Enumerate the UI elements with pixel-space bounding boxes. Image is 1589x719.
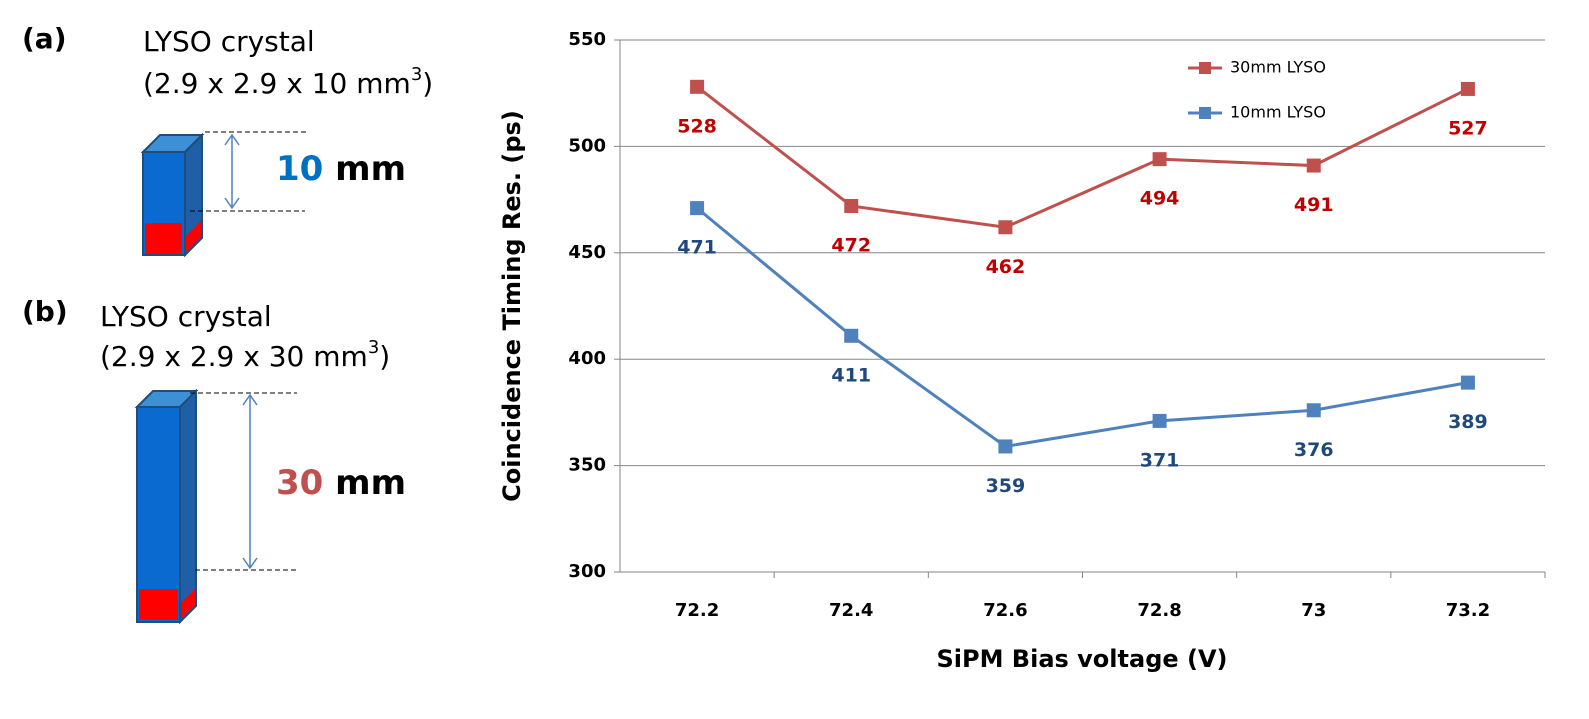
panel-a: (a) LYSO crystal (2.9 x 2.9 x 10 mm3) 10… [22,22,433,258]
exponent: 3 [411,64,422,85]
marker [844,328,859,343]
sipm-side [186,221,201,252]
length: 10 [276,149,323,189]
y-tick-label: 550 [568,29,606,50]
legend-marker [1199,62,1211,74]
data-label: 389 [1448,411,1488,433]
legend-label: 30mm LYSO [1230,58,1326,77]
crystal-dimensions: (2.9 x 2.9 x 30 mm3) [100,337,390,373]
legend-marker [1199,107,1211,119]
data-label: 528 [677,115,717,137]
marker [1306,403,1321,418]
chart: Coincidence Timing Res. (ps) SiPM Bias v… [498,29,1546,673]
series-line [696,206,1469,449]
crystal-dimensions: (2.9 x 2.9 x 10 mm3) [143,64,433,100]
y-tick-label: 350 [568,455,606,476]
sipm-side [181,589,195,619]
y-axis-title: Coincidence Timing Res. (ps) [498,110,526,502]
crystal-title: LYSO crystal [143,25,315,58]
marker [690,79,705,94]
data-label: 411 [831,364,871,386]
x-tick-label: 72.2 [675,600,719,621]
length-label: 30 mm [276,463,406,503]
exponent: 3 [368,337,379,358]
crystal-side [179,388,197,625]
x-axis-title: SiPM Bias voltage (V) [936,645,1227,673]
y-tick-label: 300 [568,561,606,582]
arrow-head [224,133,240,146]
marker [998,439,1013,454]
marker [1460,81,1475,96]
data-label: 472 [831,234,871,256]
crystal-front [136,406,181,623]
dimensions: (2.9 x 2.9 x 10 mm [143,67,411,100]
y-tick-label: 450 [568,242,606,263]
unit: mm [335,463,406,503]
data-label: 471 [677,237,717,259]
data-label: 491 [1294,194,1334,216]
dimensions: (2.9 x 2.9 x 30 mm [100,340,368,373]
crystal-title: LYSO crystal [100,300,272,333]
x-tick-label: 73 [1301,600,1326,621]
marker [1152,413,1167,428]
arrow-head [242,557,258,570]
arrow-head [224,197,240,210]
length-label: 10 mm [276,149,406,189]
data-label: 527 [1448,117,1488,139]
marker [1152,152,1167,167]
y-tick-label: 500 [568,135,606,156]
closing: ) [379,340,390,373]
x-tick-label: 72.4 [829,600,873,621]
x-tick-label: 72.6 [983,600,1027,621]
marker [1306,158,1321,173]
marker [998,220,1013,235]
data-label: 462 [986,256,1026,278]
length: 30 [276,463,323,503]
x-tick-label: 73.2 [1446,600,1490,621]
data-label: 494 [1140,188,1180,210]
sipm [139,589,178,620]
data-label: 359 [986,475,1026,497]
marker [690,201,705,216]
data-label: 371 [1140,449,1180,471]
data-label: 376 [1294,439,1334,461]
unit: mm [335,149,406,189]
panel-b: (b) LYSO crystal (2.9 x 2.9 x 30 mm3) 30… [22,295,406,625]
legend-label: 10mm LYSO [1230,103,1326,122]
panel-label: (b) [22,295,68,328]
x-tick-label: 72.8 [1137,600,1181,621]
marker [1460,375,1475,390]
panel-label: (a) [22,22,67,55]
series-line [696,85,1469,229]
closing: ) [422,67,433,100]
marker [844,198,859,213]
arrow-head [242,393,258,406]
y-tick-label: 400 [568,348,606,369]
sipm [145,223,182,254]
